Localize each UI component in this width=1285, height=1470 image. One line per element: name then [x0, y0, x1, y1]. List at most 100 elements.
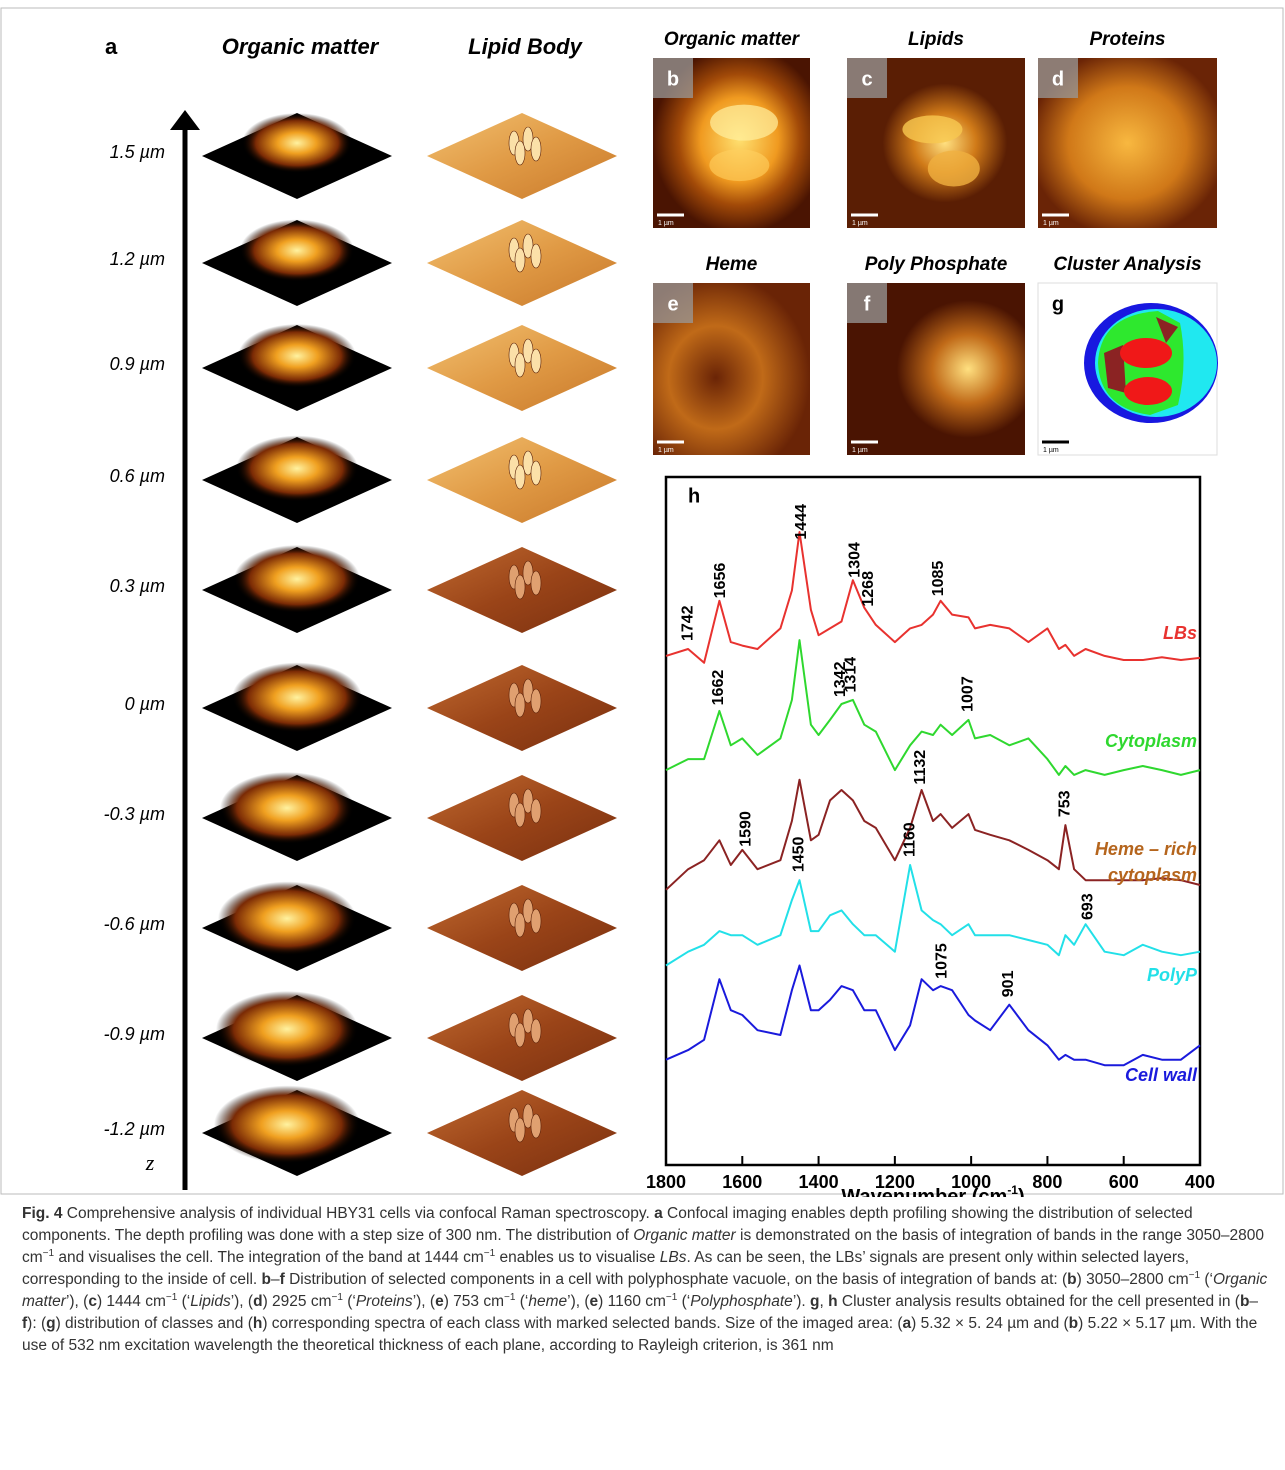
panel-letter: d — [1052, 68, 1064, 90]
caption-text: ): ( — [27, 1315, 46, 1332]
caption-text: ) 1160 cm — [598, 1293, 666, 1310]
depth-label: -0.9 µm — [104, 1024, 165, 1044]
caption-text: ’). — [793, 1293, 810, 1310]
lipid-peak — [515, 353, 525, 377]
scale-label: 1 µm — [852, 447, 868, 454]
caption-text: ) distribution of classes and ( — [56, 1315, 253, 1332]
caption-text: h — [828, 1293, 837, 1310]
column-title: Organic matter — [222, 34, 380, 59]
image-title: Heme — [706, 254, 758, 275]
x-tick-label: 800 — [1032, 1172, 1062, 1192]
caption-text: d — [253, 1293, 262, 1310]
lipid-peak — [531, 137, 541, 161]
lipid-peak — [515, 913, 525, 937]
lipid-peak — [531, 461, 541, 485]
image-title: Proteins — [1089, 29, 1165, 50]
caption-text: b — [262, 1271, 271, 1288]
caption-text: e — [435, 1293, 444, 1310]
lipid-peak — [531, 244, 541, 268]
peak-label: 1085 — [930, 561, 947, 597]
scale-label: 1 µm — [1043, 447, 1059, 454]
x-axis-title-part: -1 — [1007, 1183, 1018, 1197]
panel-letter: f — [864, 293, 871, 315]
peak-label: 1742 — [679, 605, 696, 641]
organic-glow — [238, 324, 356, 388]
x-tick-label: 1400 — [799, 1172, 839, 1192]
caption-text: h — [253, 1315, 262, 1332]
caption-text: and visualises the cell. The integration… — [54, 1249, 484, 1266]
caption-text: Lipids — [190, 1293, 231, 1310]
lipid-peak — [515, 141, 525, 165]
scale-label: 1 µm — [852, 220, 868, 227]
lipid-peak — [515, 693, 525, 717]
cluster-lb — [1120, 338, 1172, 368]
lipid-peak — [531, 349, 541, 373]
caption-text: – — [1249, 1293, 1258, 1310]
caption-text: b — [1067, 1271, 1076, 1288]
lipid-peak — [531, 909, 541, 933]
organic-glow — [236, 436, 358, 502]
peak-label: 1450 — [791, 836, 808, 872]
caption-text: Fig. 4 — [22, 1205, 62, 1222]
x-tick-label: 1800 — [646, 1172, 686, 1192]
caption-text: e — [590, 1293, 599, 1310]
caption-text: a — [902, 1315, 911, 1332]
caption-text: enables us to visualise — [495, 1249, 660, 1266]
peak-label: 1590 — [737, 811, 754, 847]
peak-label: 1656 — [712, 563, 729, 599]
lipid-peak — [515, 803, 525, 827]
peak-label: 1314 — [843, 657, 860, 693]
caption-text: ’), ( — [66, 1293, 88, 1310]
series-label: LBs — [1047, 620, 1197, 646]
scale-label: 1 µm — [658, 447, 674, 454]
caption-text: (‘ — [515, 1293, 528, 1310]
lipid-peak — [515, 248, 525, 272]
series-label: PolyP — [1047, 962, 1197, 988]
peak-label: 901 — [1000, 970, 1017, 997]
caption-text: ) 1444 cm — [97, 1293, 166, 1310]
organic-glow — [216, 991, 358, 1067]
column-title: Lipid Body — [468, 34, 583, 59]
caption-text: Comprehensive analysis of individual HBY… — [62, 1205, 654, 1222]
caption-text: ) 3050–2800 cm — [1077, 1271, 1189, 1288]
organic-glow — [242, 113, 352, 173]
caption-text: LBs — [660, 1249, 687, 1266]
caption-text: Polyphosphate — [690, 1293, 793, 1310]
caption-text: (‘ — [1200, 1271, 1213, 1288]
panel-letter: e — [667, 293, 678, 315]
caption-text: b — [1069, 1315, 1078, 1332]
depth-label: -1.2 µm — [104, 1119, 165, 1139]
lipid-peak — [531, 689, 541, 713]
caption-text: ) 753 cm — [444, 1293, 504, 1310]
axis-label: z — [145, 1150, 155, 1175]
caption-text: heme — [528, 1293, 567, 1310]
depth-label: 1.5 µm — [110, 142, 165, 162]
depth-label: 0 µm — [125, 694, 165, 714]
caption-text: ) 5.32 × 5. 24 µm and ( — [911, 1315, 1069, 1332]
caption-text: – — [271, 1271, 280, 1288]
caption-text: c — [88, 1293, 97, 1310]
cluster-lb — [1124, 377, 1172, 405]
caption-text: g — [810, 1293, 819, 1310]
peak-label: 1007 — [960, 676, 977, 712]
caption-text: Proteins — [356, 1293, 413, 1310]
image-title: Organic matter — [664, 29, 801, 50]
scale-label: 1 µm — [1043, 220, 1059, 227]
panel-letter: h — [688, 485, 700, 507]
peak-label: 1268 — [860, 571, 877, 607]
organic-glow — [218, 882, 356, 956]
lipid-peak — [531, 799, 541, 823]
organic-glow — [220, 772, 354, 844]
series-label: Cytoplasm — [1047, 728, 1197, 754]
figure: a Organic matter Lipid Body z h Wavenumb… — [0, 0, 1285, 1197]
caption-text: a — [654, 1205, 663, 1222]
image-blob — [902, 115, 962, 143]
caption-text: −1 — [666, 1292, 677, 1303]
depth-label: -0.6 µm — [104, 914, 165, 934]
caption-text: (‘ — [677, 1293, 690, 1310]
caption-text: , — [820, 1293, 829, 1310]
caption-text: b — [1240, 1293, 1249, 1310]
depth-label: 0.3 µm — [110, 576, 165, 596]
page: {"panel_a": {"label": "a", "columns": ["… — [0, 0, 1285, 1470]
caption-text: Cluster analysis results obtained for th… — [838, 1293, 1240, 1310]
